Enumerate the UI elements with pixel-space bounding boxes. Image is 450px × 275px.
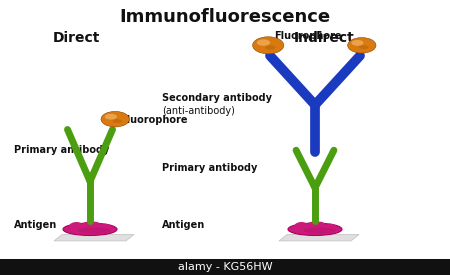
Text: Antigen: Antigen (162, 220, 205, 230)
Text: Secondary antibody: Secondary antibody (162, 94, 272, 103)
Polygon shape (54, 235, 134, 241)
Ellipse shape (112, 119, 122, 123)
Ellipse shape (313, 222, 326, 229)
Text: Fluorophore: Fluorophore (274, 31, 342, 42)
Text: Direct: Direct (53, 31, 100, 45)
Polygon shape (279, 235, 359, 241)
Text: Immunofluorescence: Immunofluorescence (119, 8, 331, 26)
Text: Indirect: Indirect (293, 31, 355, 45)
Text: Fluorophore: Fluorophore (121, 116, 188, 125)
Ellipse shape (288, 223, 342, 235)
Ellipse shape (105, 114, 117, 120)
Ellipse shape (88, 222, 101, 229)
Ellipse shape (308, 222, 318, 227)
Ellipse shape (359, 45, 369, 49)
Ellipse shape (347, 38, 376, 53)
Ellipse shape (101, 111, 130, 127)
Ellipse shape (303, 227, 336, 234)
Ellipse shape (294, 222, 309, 230)
Ellipse shape (63, 223, 117, 235)
Text: Primary antibody: Primary antibody (162, 163, 257, 173)
Ellipse shape (257, 39, 270, 46)
Ellipse shape (351, 40, 364, 46)
Ellipse shape (100, 224, 112, 231)
Ellipse shape (325, 224, 337, 231)
Ellipse shape (252, 37, 284, 54)
Text: Antigen: Antigen (14, 220, 57, 230)
Ellipse shape (83, 222, 93, 227)
Text: (anti-antibody): (anti-antibody) (162, 106, 235, 116)
Ellipse shape (265, 45, 275, 50)
Text: Primary antibody: Primary antibody (14, 145, 109, 155)
Text: alamy - KG56HW: alamy - KG56HW (178, 262, 272, 272)
Ellipse shape (69, 222, 84, 230)
Ellipse shape (78, 227, 111, 234)
